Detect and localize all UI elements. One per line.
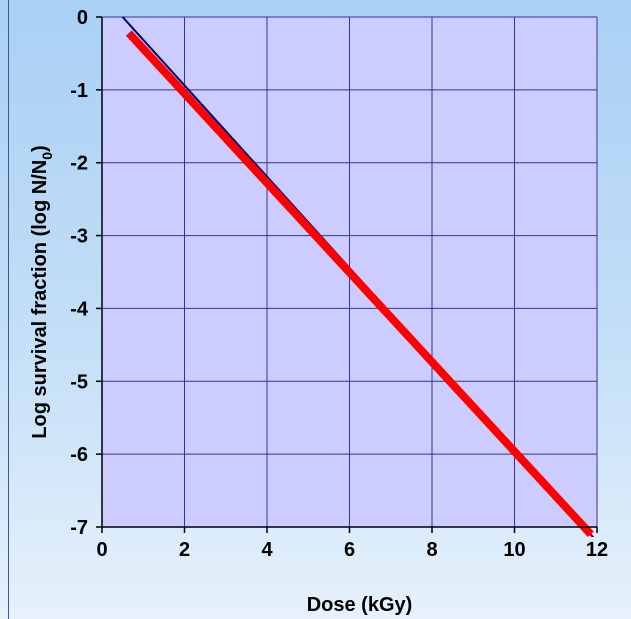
- y-tick-label: 0: [77, 7, 88, 29]
- x-tick-label: 12: [586, 539, 608, 561]
- y-tick-label: -7: [70, 517, 88, 539]
- y-tick-label: -5: [70, 371, 88, 393]
- y-axis-title-subscript: 0: [39, 152, 55, 160]
- x-tick-label: 8: [426, 539, 437, 561]
- y-tick-label: -6: [70, 444, 88, 466]
- y-axis-title: Log survival fraction (log N/N0): [29, 145, 55, 438]
- x-axis-title: Dose (kGy): [307, 594, 413, 616]
- y-tick-labels: 0 -1 -2 -3 -4 -5 -6 -7: [70, 7, 89, 539]
- y-axis-title-close: ): [29, 145, 51, 152]
- axes: [96, 16, 598, 533]
- x-tick-labels: 0 2 4 6 8 10 12: [96, 539, 608, 561]
- series-line-thick: [125, 30, 594, 537]
- x-tick-label: 4: [261, 539, 273, 561]
- data-series: [121, 16, 595, 537]
- y-tick-label: -2: [70, 153, 88, 175]
- y-tick-label: -4: [70, 298, 89, 320]
- x-tick-label: 2: [179, 539, 190, 561]
- y-tick-label: -3: [70, 226, 88, 248]
- y-axis-title-main: Log survival fraction (log N/N: [29, 160, 51, 439]
- x-tick-label: 6: [344, 539, 355, 561]
- frame-border: [8, 0, 9, 619]
- y-tick-label: -1: [70, 80, 88, 102]
- x-tick-label: 10: [503, 539, 525, 561]
- x-tick-label: 0: [96, 539, 107, 561]
